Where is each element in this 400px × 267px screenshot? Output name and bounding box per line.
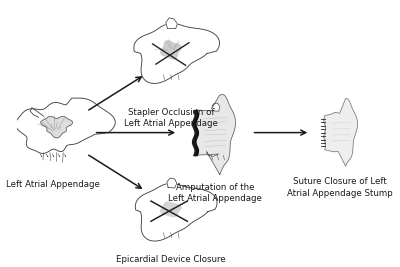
- Text: Suture Closure of Left
Atrial Appendage Stump: Suture Closure of Left Atrial Appendage …: [287, 178, 392, 198]
- Polygon shape: [166, 18, 177, 29]
- Text: Epicardial Device Closure: Epicardial Device Closure: [116, 255, 226, 264]
- Polygon shape: [16, 98, 115, 154]
- Polygon shape: [135, 183, 217, 241]
- Polygon shape: [195, 95, 236, 174]
- Polygon shape: [324, 99, 358, 166]
- Polygon shape: [167, 178, 177, 188]
- Text: Amputation of the
Left Atrial Appendage: Amputation of the Left Atrial Appendage: [168, 183, 262, 203]
- Polygon shape: [134, 23, 220, 84]
- Text: Left Atrial Appendage: Left Atrial Appendage: [6, 180, 100, 189]
- Polygon shape: [41, 116, 72, 138]
- Polygon shape: [161, 202, 181, 217]
- Polygon shape: [161, 41, 181, 59]
- Text: Stapler Occlusion of
Left Atrial Appendage: Stapler Occlusion of Left Atrial Appenda…: [124, 108, 218, 128]
